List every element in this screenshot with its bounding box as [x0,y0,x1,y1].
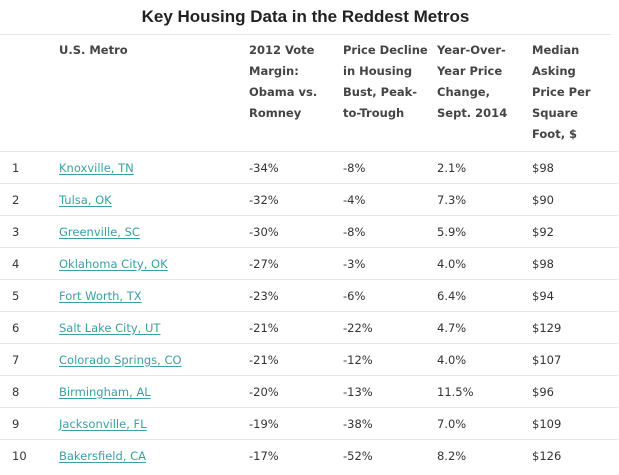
vote-margin-cell: -23% [249,279,343,312]
metro-link[interactable]: Bakersfield, CA [59,448,147,463]
table-row: 6 Salt Lake City, UT -21% -22% 4.7% $129 [0,311,618,344]
table-row: 4 Oklahoma City, OK -27% -3% 4.0% $98 [0,247,618,280]
header-asking-price: Median Asking Price Per Square Foot, $ [532,35,618,152]
metro-link[interactable]: Fort Worth, TX [59,288,142,303]
rank-cell: 6 [0,311,59,344]
yoy-change-cell: 8.2% [437,448,467,463]
metro-cell: Colorado Springs, CO [59,343,249,376]
rank-cell: 9 [0,407,59,440]
metro-link[interactable]: Jacksonville, FL [59,416,147,431]
housing-data-table: U.S. Metro 2012 Vote Margin: Obama vs. R… [0,35,618,471]
metro-link[interactable]: Colorado Springs, CO [59,352,182,367]
table-row: 1 Knoxville, TN -34% -8% 2.1% $98 [0,151,618,184]
vote-margin-cell: -30% [249,215,343,248]
metro-link[interactable]: Tulsa, OK [59,192,112,207]
asking-price-cell: $94 [532,279,618,312]
vote-margin-cell: -32% [249,183,343,216]
metro-cell: Birmingham, AL [59,375,249,408]
metro-link[interactable]: Oklahoma City, OK [59,256,168,271]
metro-link[interactable]: Knoxville, TN [59,160,134,175]
vote-margin-cell: -17% [249,448,279,463]
price-decline-cell: -8% [343,151,437,184]
yoy-change-cell: 4.0% [437,247,532,280]
metro-cell: Salt Lake City, UT [59,311,249,344]
rank-cell: 8 [0,375,59,408]
yoy-change-cell: 11.5% [437,375,532,408]
asking-price-cell: $107 [532,343,618,376]
asking-price-cell: $98 [532,151,618,184]
price-decline-cell: -3% [343,247,437,280]
asking-price-cell: $96 [532,375,618,408]
asking-price-cell: $90 [532,183,618,216]
table-header-row: U.S. Metro 2012 Vote Margin: Obama vs. R… [0,35,618,152]
table-row: 8 Birmingham, AL -20% -13% 11.5% $96 [0,375,618,408]
metro-cell: Fort Worth, TX [59,279,249,312]
rank-cell: 2 [0,183,59,216]
price-decline-cell: -13% [343,375,437,408]
vote-margin-cell: -19% [249,407,343,440]
metro-link[interactable]: Birmingham, AL [59,384,151,399]
vote-margin-cell: -27% [249,247,343,280]
rank-cell: 5 [0,279,59,312]
header-price-decline: Price Decline in Housing Bust, Peak-to-T… [343,35,437,152]
price-decline-cell: -12% [343,343,437,376]
header-metro: U.S. Metro [59,35,249,152]
metro-cell: Greenville, SC [59,215,249,248]
vote-margin-cell: -20% [249,375,343,408]
table-row: 5 Fort Worth, TX -23% -6% 6.4% $94 [0,279,618,312]
asking-price-cell: $126 [532,448,562,463]
rank-cell: 1 [0,151,59,184]
yoy-change-cell: 6.4% [437,279,532,312]
price-decline-cell: -22% [343,311,437,344]
metro-cell: Bakersfield, CA [59,440,249,472]
yoy-change-cell: 2.1% [437,151,532,184]
price-decline-cell: -4% [343,183,437,216]
vote-margin-cell: -21% [249,311,343,344]
rank-cell: 7 [0,343,59,376]
metro-cell: Jacksonville, FL [59,407,249,440]
yoy-change-cell: 7.0% [437,407,532,440]
rank-cell: 4 [0,247,59,280]
table-row: 3 Greenville, SC -30% -8% 5.9% $92 [0,215,618,248]
table-title: Key Housing Data in the Reddest Metros [0,0,611,35]
price-decline-cell: -52% [343,448,373,463]
header-vote-margin: 2012 Vote Margin: Obama vs. Romney [249,35,343,152]
table-row: 7 Colorado Springs, CO -21% -12% 4.0% $107 [0,343,618,376]
asking-price-cell: $98 [532,247,618,280]
price-decline-cell: -6% [343,279,437,312]
header-yoy-change: Year-Over-Year Price Change, Sept. 2014 [437,35,532,152]
metro-link[interactable]: Salt Lake City, UT [59,320,161,335]
metro-cell: Oklahoma City, OK [59,247,249,280]
vote-margin-cell: -21% [249,343,343,376]
yoy-change-cell: 4.7% [437,311,532,344]
asking-price-cell: $129 [532,311,618,344]
asking-price-cell: $109 [532,407,618,440]
table-body: 1 Knoxville, TN -34% -8% 2.1% $98 2 Tulsa, OK -3… [0,151,618,472]
yoy-change-cell: 5.9% [437,215,532,248]
price-decline-cell: -38% [343,407,437,440]
price-decline-cell: -8% [343,215,437,248]
rank-cell: 3 [0,215,59,248]
metro-cell: Tulsa, OK [59,183,249,216]
yoy-change-cell: 7.3% [437,183,532,216]
rank-cell: 10 [12,448,27,463]
vote-margin-cell: -34% [249,151,343,184]
asking-price-cell: $92 [532,215,618,248]
table-row: 9 Jacksonville, FL -19% -38% 7.0% $109 [0,407,618,440]
table-row: 10 Bakersfield, CA -17% -52% 8.2% $126 [0,440,618,472]
table-row: 2 Tulsa, OK -32% -4% 7.3% $90 [0,183,618,216]
metro-cell: Knoxville, TN [59,151,249,184]
header-rank [0,35,59,152]
metro-link[interactable]: Greenville, SC [59,224,140,239]
yoy-change-cell: 4.0% [437,343,532,376]
